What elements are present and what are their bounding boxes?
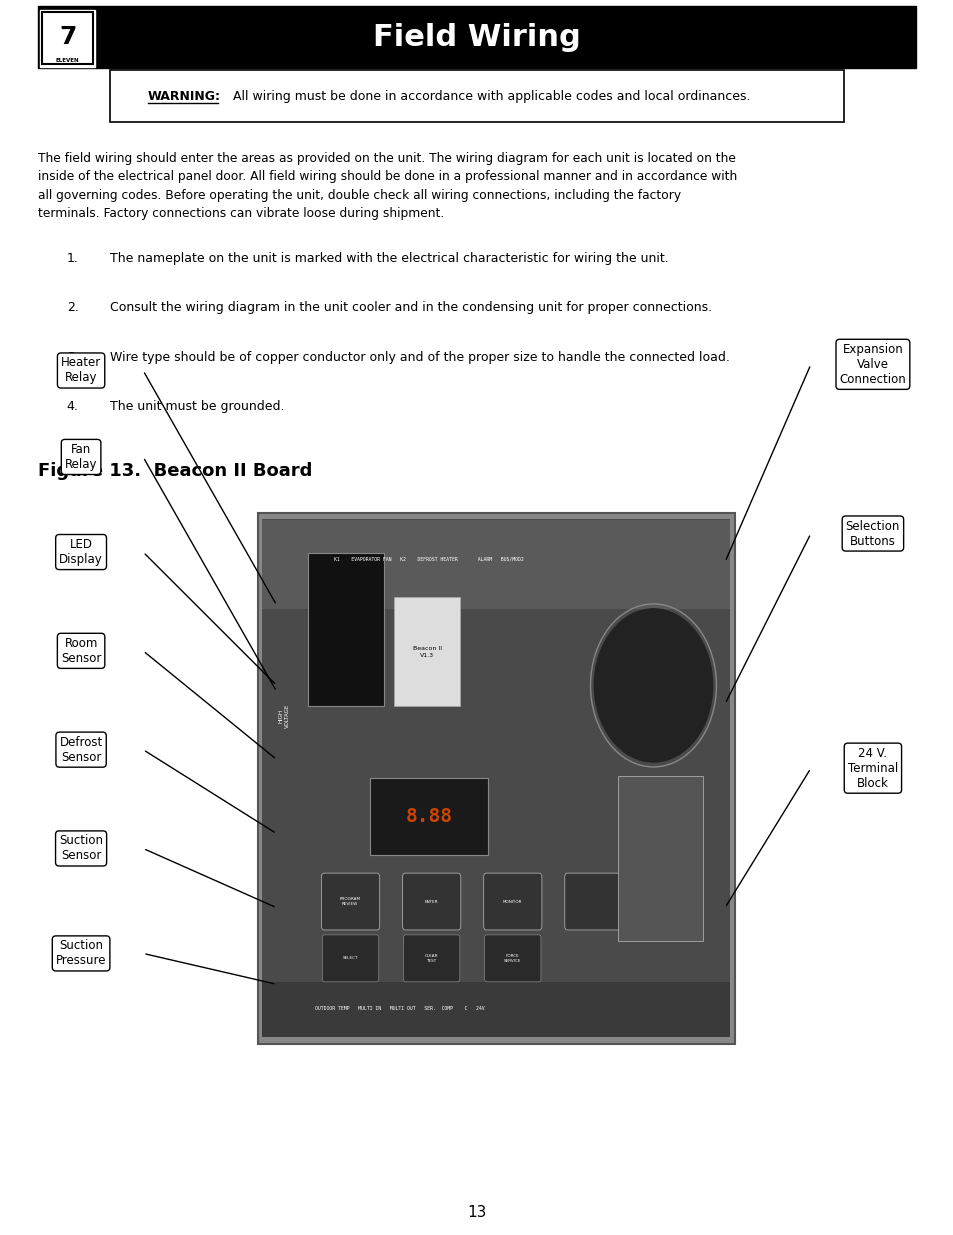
Text: 7: 7 — [59, 25, 76, 49]
Text: Figure 13.  Beacon II Board: Figure 13. Beacon II Board — [38, 462, 313, 480]
Text: Beacon II
V1.3: Beacon II V1.3 — [413, 646, 441, 658]
FancyBboxPatch shape — [262, 519, 729, 1037]
Text: 24 V.
Terminal
Block: 24 V. Terminal Block — [847, 747, 897, 789]
Text: 2.: 2. — [67, 301, 78, 315]
FancyBboxPatch shape — [38, 6, 915, 68]
Text: Wire type should be of copper conductor only and of the proper size to handle th: Wire type should be of copper conductor … — [110, 351, 729, 364]
Text: Heater
Relay: Heater Relay — [61, 357, 101, 384]
Text: 1.: 1. — [67, 252, 78, 266]
Text: The nameplate on the unit is marked with the electrical characteristic for wirin: The nameplate on the unit is marked with… — [110, 252, 668, 266]
FancyBboxPatch shape — [618, 776, 702, 941]
FancyBboxPatch shape — [110, 70, 843, 122]
Text: All wiring must be done in accordance with applicable codes and local ordinances: All wiring must be done in accordance wi… — [221, 90, 750, 103]
Text: LED
Display: LED Display — [59, 538, 103, 566]
Text: The unit must be grounded.: The unit must be grounded. — [110, 400, 284, 414]
Text: 3.: 3. — [67, 351, 78, 364]
FancyBboxPatch shape — [262, 982, 729, 1037]
FancyBboxPatch shape — [483, 873, 541, 930]
Text: The field wiring should enter the areas as provided on the unit. The wiring diag: The field wiring should enter the areas … — [38, 152, 737, 220]
Text: OUTDOOR TEMP   MULTI IN   MULTI OUT   SER.  COMP    C   24V: OUTDOOR TEMP MULTI IN MULTI OUT SER. COM… — [314, 1007, 484, 1011]
Text: Room
Sensor: Room Sensor — [61, 637, 101, 664]
Text: CLEAR
TEST: CLEAR TEST — [424, 955, 437, 962]
Text: 13: 13 — [467, 1205, 486, 1220]
Circle shape — [594, 609, 712, 762]
FancyBboxPatch shape — [308, 553, 383, 706]
FancyBboxPatch shape — [321, 873, 379, 930]
Text: PROGRAM
REVIEW: PROGRAM REVIEW — [339, 898, 360, 905]
Text: ELEVEN: ELEVEN — [56, 58, 79, 63]
FancyBboxPatch shape — [40, 10, 95, 67]
Text: SELECT: SELECT — [342, 956, 357, 961]
Text: HIGH
VOLTAGE: HIGH VOLTAGE — [278, 704, 290, 729]
Text: Fan
Relay: Fan Relay — [65, 443, 97, 471]
FancyBboxPatch shape — [42, 12, 93, 64]
FancyBboxPatch shape — [257, 513, 734, 1044]
Text: Defrost
Sensor: Defrost Sensor — [59, 736, 103, 763]
FancyBboxPatch shape — [370, 778, 488, 855]
Text: Field Wiring: Field Wiring — [373, 22, 580, 52]
Text: Expansion
Valve
Connection: Expansion Valve Connection — [839, 343, 905, 385]
Text: Selection
Buttons: Selection Buttons — [845, 520, 899, 547]
FancyBboxPatch shape — [484, 935, 540, 982]
FancyBboxPatch shape — [403, 935, 459, 982]
FancyBboxPatch shape — [322, 935, 378, 982]
Text: Consult the wiring diagram in the unit cooler and in the condensing unit for pro: Consult the wiring diagram in the unit c… — [110, 301, 711, 315]
Text: Suction
Pressure: Suction Pressure — [56, 940, 106, 967]
Text: K1    EVAPORATOR FAN   K2    DEFROST HEATER       ALARM   BUS/MOD2: K1 EVAPORATOR FAN K2 DEFROST HEATER ALAR… — [334, 557, 523, 562]
FancyBboxPatch shape — [262, 520, 729, 609]
Text: FORCE
SERVICE: FORCE SERVICE — [503, 955, 520, 962]
FancyBboxPatch shape — [394, 597, 459, 706]
Text: WARNING:: WARNING: — [148, 90, 221, 103]
FancyBboxPatch shape — [402, 873, 460, 930]
Text: 8.88: 8.88 — [405, 806, 453, 826]
Text: ENTER: ENTER — [424, 899, 437, 904]
Text: 4.: 4. — [67, 400, 78, 414]
Text: Suction
Sensor: Suction Sensor — [59, 835, 103, 862]
Text: MONITOR: MONITOR — [502, 899, 521, 904]
FancyBboxPatch shape — [564, 873, 622, 930]
